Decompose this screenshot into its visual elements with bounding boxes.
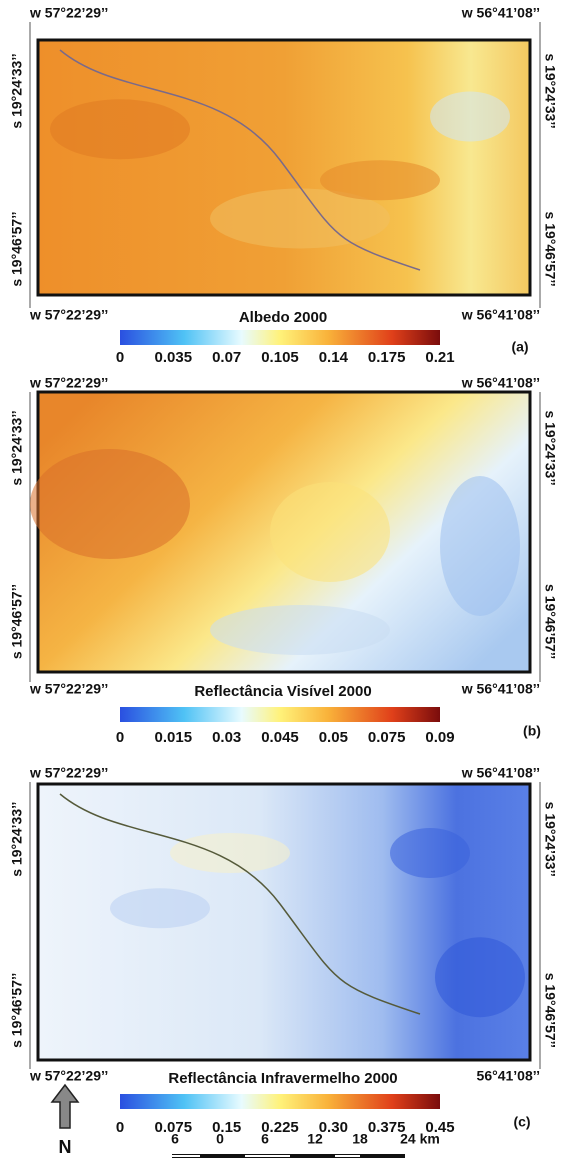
lat-label: s 19°24’33’’ bbox=[542, 802, 558, 877]
map-texture bbox=[50, 99, 190, 160]
scale-label: 6 bbox=[261, 1131, 269, 1147]
lat-label: s 19°46’57’’ bbox=[542, 973, 558, 1048]
colorbar-tick-label: 0.05 bbox=[319, 729, 348, 746]
colorbar-tick-label: 0.375 bbox=[368, 1119, 406, 1136]
scale-label: 18 bbox=[352, 1131, 368, 1147]
colorbar-tick-label: 0 bbox=[116, 349, 124, 366]
colorbar-tick-label: 0.175 bbox=[368, 349, 406, 366]
map-image bbox=[36, 782, 532, 1062]
scale-segment bbox=[335, 1155, 360, 1157]
colorbar bbox=[120, 330, 440, 345]
colorbar-tick-label: 0.07 bbox=[212, 349, 241, 366]
colorbar-tick-label: 0.075 bbox=[368, 729, 406, 746]
map-texture bbox=[30, 449, 190, 559]
colorbar-tick-label: 0.075 bbox=[155, 1119, 193, 1136]
colorbar-tick-label: 0.015 bbox=[155, 729, 193, 746]
panel-label: (c) bbox=[513, 1114, 530, 1130]
panel-label: (b) bbox=[523, 723, 541, 739]
map-texture bbox=[170, 833, 290, 873]
colorbar-tick-label: 0.45 bbox=[425, 1119, 454, 1136]
colorbar-tick-label: 0.035 bbox=[155, 349, 193, 366]
scale-label: 0 bbox=[216, 1131, 224, 1147]
lat-label: s 19°24’33’’ bbox=[9, 802, 25, 877]
colorbar-tick-label: 0.105 bbox=[261, 349, 299, 366]
map-texture bbox=[210, 188, 390, 249]
lat-label: s 19°46’57’’ bbox=[9, 212, 25, 287]
lat-label: s 19°24’33’’ bbox=[9, 410, 25, 485]
map-title: Albedo 2000 bbox=[239, 309, 327, 326]
scale-label: 24 km bbox=[400, 1131, 440, 1147]
map-texture bbox=[210, 605, 390, 655]
river bbox=[59, 793, 421, 1015]
corner-label: 56°41’08’’ bbox=[477, 1068, 540, 1084]
colorbar-tick-label: 0 bbox=[116, 1119, 124, 1136]
colorbar bbox=[120, 1094, 440, 1109]
map-texture bbox=[320, 160, 440, 201]
map-texture bbox=[440, 476, 520, 616]
map-title: Reflectância Visível 2000 bbox=[194, 683, 371, 700]
lat-label: s 19°46’57’’ bbox=[542, 212, 558, 287]
scale-label: 12 bbox=[307, 1131, 323, 1147]
colorbar-tick-label: 0.045 bbox=[261, 729, 299, 746]
corner-label: w 56°41’08’’ bbox=[461, 375, 540, 391]
map-title: Reflectância Infravermelho 2000 bbox=[168, 1070, 397, 1087]
corner-label: w 57°22’29’’ bbox=[29, 681, 108, 697]
colorbar-tick-label: 0.15 bbox=[212, 1119, 241, 1136]
colorbar bbox=[120, 707, 440, 722]
map-texture bbox=[110, 888, 210, 929]
colorbar-tick-label: 0.09 bbox=[425, 729, 454, 746]
lat-label: s 19°46’57’’ bbox=[9, 584, 25, 659]
corner-label: w 56°41’08’’ bbox=[461, 681, 540, 697]
corner-label: w 57°22’29’’ bbox=[29, 5, 108, 21]
scale-segment bbox=[172, 1155, 200, 1157]
lat-label: s 19°24’33’’ bbox=[542, 53, 558, 128]
north-arrow bbox=[50, 1083, 80, 1129]
lat-label: s 19°46’57’’ bbox=[9, 973, 25, 1048]
corner-label: w 57°22’29’’ bbox=[29, 307, 108, 323]
colorbar-tick-label: 0.03 bbox=[212, 729, 241, 746]
scale-label: 6 bbox=[171, 1131, 179, 1147]
colorbar-tick-label: 0 bbox=[116, 729, 124, 746]
lat-label: s 19°46’57’’ bbox=[542, 584, 558, 659]
north-label: N bbox=[59, 1137, 72, 1157]
river bbox=[59, 49, 421, 271]
lat-label: s 19°24’33’’ bbox=[9, 53, 25, 128]
map-texture bbox=[430, 91, 510, 142]
panel-label: (a) bbox=[511, 339, 528, 355]
map-image bbox=[36, 38, 532, 297]
colorbar-tick-label: 0.14 bbox=[319, 349, 349, 366]
map-texture bbox=[390, 828, 470, 878]
lat-label: s 19°24’33’’ bbox=[542, 410, 558, 485]
colorbar-tick-label: 0.30 bbox=[319, 1119, 348, 1136]
corner-label: w 57°22’29’’ bbox=[29, 1068, 108, 1084]
corner-label: w 57°22’29’’ bbox=[29, 375, 108, 391]
colorbar-tick-label: 0.225 bbox=[261, 1119, 299, 1136]
corner-label: w 56°41’08’’ bbox=[461, 765, 540, 781]
corner-label: w 57°22’29’’ bbox=[29, 765, 108, 781]
colorbar-tick-label: 0.21 bbox=[425, 349, 454, 366]
corner-label: w 56°41’08’’ bbox=[461, 5, 540, 21]
map-texture bbox=[435, 937, 525, 1018]
map-texture bbox=[270, 482, 390, 582]
corner-label: w 56°41’08’’ bbox=[461, 307, 540, 323]
scale-segment bbox=[245, 1155, 290, 1157]
